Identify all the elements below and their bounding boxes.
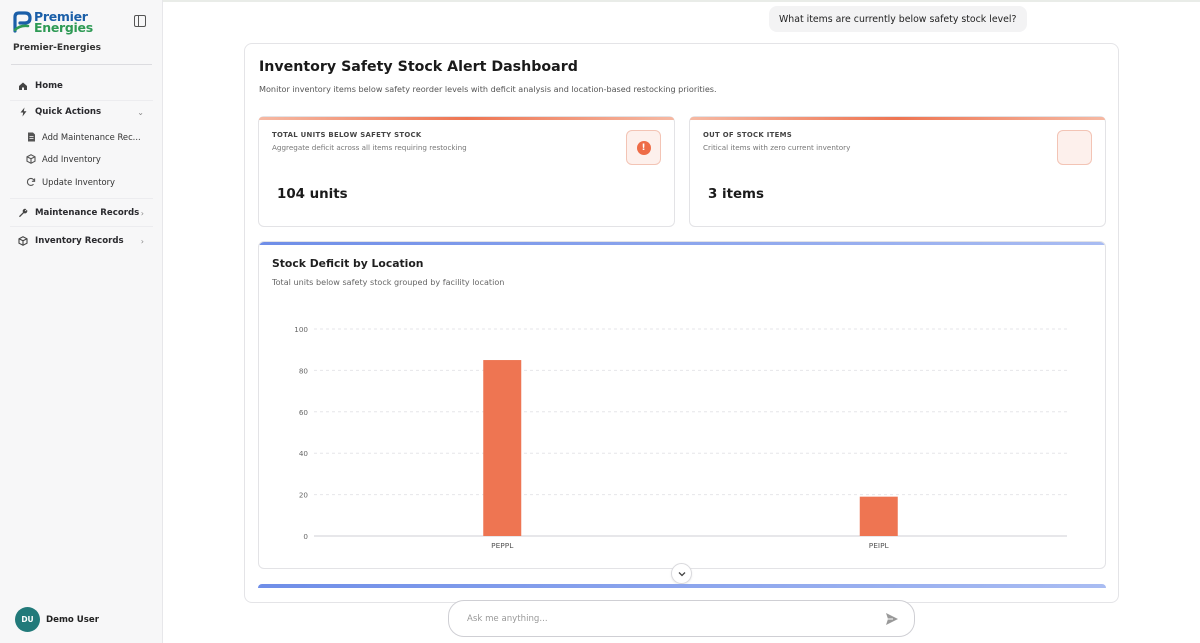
sidebar-subitem-update-inventory[interactable]: Update Inventory — [25, 173, 115, 191]
kpi-label: Out of Stock Items — [703, 131, 793, 139]
kpi-card-units-below: Total Units Below Safety Stock Aggregate… — [258, 116, 675, 227]
sidebar-toggle-icon[interactable] — [134, 15, 146, 27]
bar-chart: 0 20 40 60 80 100 PEPPL PEIPL — [294, 325, 1067, 550]
chart-card-stock-deficit: Stock Deficit by Location Total units be… — [258, 241, 1106, 569]
avatar: DU — [15, 607, 40, 632]
bar-peipl[interactable] — [859, 496, 898, 536]
chevron-down-icon: ⌄ — [137, 107, 144, 117]
brand-line2: Energies — [34, 20, 93, 35]
brand-line1: Premier — [34, 9, 88, 24]
sidebar-subitem-add-inventory[interactable]: Add Inventory — [25, 150, 101, 168]
kpi-label: Total Units Below Safety Stock — [272, 131, 422, 139]
empty-icon — [1057, 130, 1092, 165]
main-content: What items are currently below safety st… — [163, 0, 1200, 643]
box-icon — [25, 154, 37, 164]
user-question-bubble: What items are currently below safety st… — [769, 6, 1027, 32]
sidebar-subitem-label: Update Inventory — [42, 177, 115, 187]
chart-subtitle: Total units below safety stock grouped b… — [272, 277, 505, 287]
x-tick-label: PEPPL — [491, 541, 514, 550]
sidebar-item-label: Quick Actions — [35, 107, 102, 117]
user-menu[interactable]: DU Demo User — [15, 607, 99, 632]
chart-title: Stock Deficit by Location — [272, 257, 424, 270]
wrench-icon — [15, 208, 31, 218]
next-card-header — [258, 584, 1106, 588]
sidebar-item-inventory-records[interactable]: Inventory Records › — [11, 230, 152, 252]
premier-energies-logo-icon — [13, 11, 32, 33]
kpi-value: 3 items — [708, 187, 764, 202]
kpi-description: Critical items with zero current invento… — [703, 143, 851, 152]
sidebar-divider — [11, 64, 152, 65]
lightning-icon — [15, 107, 31, 117]
sidebar: Premier Energies Premier-Energies Home Q… — [0, 0, 163, 643]
y-tick-label: 100 — [294, 325, 308, 334]
y-tick-label: 60 — [299, 408, 309, 417]
y-tick-label: 20 — [299, 491, 309, 500]
sidebar-subitem-add-maintenance[interactable]: Add Maintenance Rec... — [25, 128, 141, 146]
alert-icon: ! — [636, 140, 651, 155]
y-tick-label: 80 — [299, 366, 309, 375]
refresh-icon — [25, 177, 37, 187]
send-icon[interactable] — [884, 611, 900, 627]
kpi-value: 104 units — [277, 187, 348, 202]
x-tick-label: PEIPL — [869, 541, 890, 550]
kpi-card-out-of-stock: Out of Stock Items Critical items with z… — [689, 116, 1106, 227]
kpi-icon-box: ! — [626, 130, 661, 165]
y-tick-label: 0 — [303, 532, 308, 541]
scroll-down-button[interactable] — [671, 563, 692, 584]
sidebar-subitem-label: Add Inventory — [42, 154, 101, 164]
home-icon — [15, 81, 31, 91]
org-name: Premier-Energies — [13, 43, 101, 53]
chevron-right-icon: › — [140, 236, 144, 246]
chevron-down-icon — [678, 571, 685, 576]
user-name: Demo User — [46, 614, 99, 625]
sidebar-item-label: Inventory Records — [35, 236, 124, 246]
chat-input[interactable] — [467, 611, 857, 627]
sidebar-item-home[interactable]: Home — [11, 75, 152, 97]
kpi-description: Aggregate deficit across all items requi… — [272, 143, 467, 152]
sidebar-item-label: Home — [35, 81, 63, 91]
dashboard-title: Inventory Safety Stock Alert Dashboard — [259, 59, 578, 75]
chat-input-box[interactable] — [448, 600, 915, 637]
sidebar-subitem-label: Add Maintenance Rec... — [42, 132, 141, 142]
sidebar-item-label: Maintenance Records — [35, 208, 140, 218]
chevron-right-icon: › — [140, 208, 144, 218]
sidebar-item-quick-actions[interactable]: Quick Actions ⌄ — [11, 101, 152, 123]
dashboard-card: Inventory Safety Stock Alert Dashboard M… — [244, 43, 1119, 603]
box-icon — [15, 236, 31, 246]
bar-peppl[interactable] — [483, 360, 522, 536]
dashboard-subtitle: Monitor inventory items below safety reo… — [259, 84, 717, 94]
y-tick-label: 40 — [299, 449, 309, 458]
brand-logo[interactable]: Premier Energies — [12, 10, 93, 34]
sidebar-item-maintenance-records[interactable]: Maintenance Records › — [11, 202, 152, 224]
document-icon — [25, 132, 37, 142]
